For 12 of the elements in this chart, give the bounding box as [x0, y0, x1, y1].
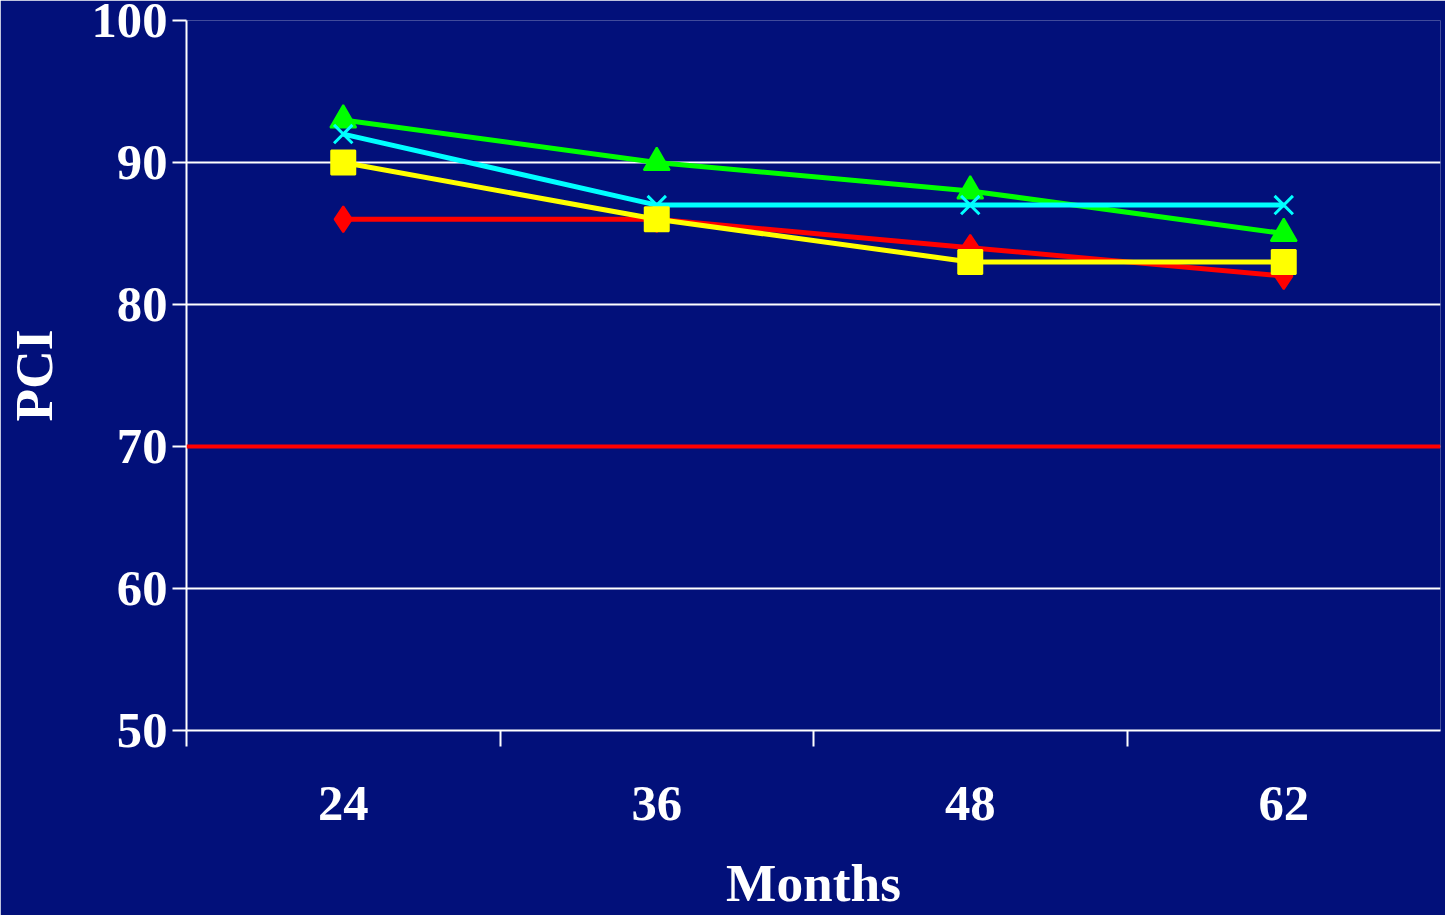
x-tick-label: 62 [1258, 774, 1310, 831]
y-axis-title: PCI [3, 329, 64, 422]
y-tick-label: 80 [116, 276, 168, 332]
y-tick-label: 70 [116, 418, 168, 474]
x-tick-label: 48 [944, 774, 996, 831]
y-tick-label: 50 [116, 702, 168, 758]
x-tick-label: 24 [317, 774, 369, 831]
y-tick-label: 60 [116, 560, 168, 616]
x-tick-label: 36 [631, 774, 683, 831]
x-axis-title: Months [726, 852, 901, 913]
y-tick-label: 100 [91, 0, 168, 48]
y-tick-label: 90 [116, 134, 168, 190]
